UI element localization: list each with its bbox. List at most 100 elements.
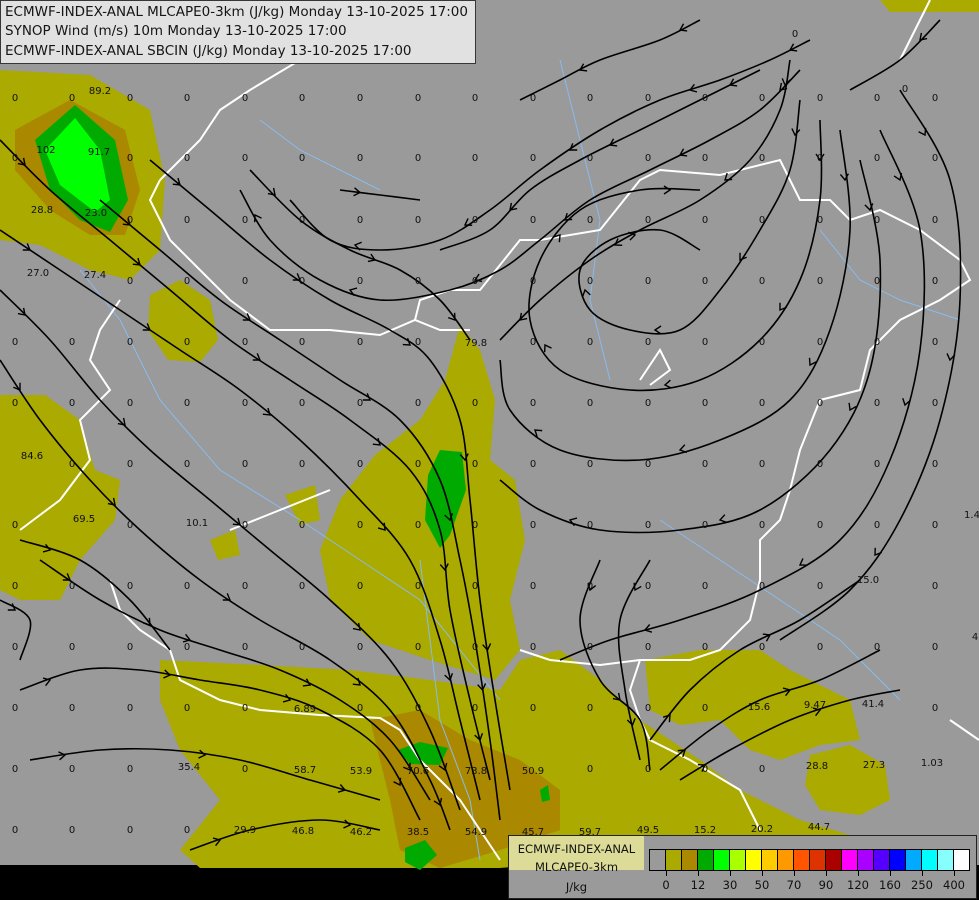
legend-swatch — [874, 850, 890, 870]
wind-arrow-icon — [718, 514, 728, 524]
cape-value: 27.4 — [84, 270, 106, 281]
wind-streamline — [29, 747, 381, 801]
grid-value: 0 — [587, 398, 593, 409]
wind-arrow-icon — [728, 78, 738, 87]
grid-value: 0 — [759, 153, 765, 164]
grid-value: 0 — [645, 153, 651, 164]
grid-value: 0 — [472, 581, 478, 592]
grid-value: 0 — [530, 215, 536, 226]
grid-value: 0 — [242, 459, 248, 470]
wind-arrow-icon — [367, 253, 377, 263]
cape-value: 15.0 — [857, 575, 879, 586]
grid-value: 0 — [759, 337, 765, 348]
legend-swatch — [650, 850, 666, 870]
wind-streamline — [528, 119, 823, 392]
cape-value: 84.6 — [21, 451, 43, 462]
grid-value: 0 — [242, 153, 248, 164]
cape-value: 91.7 — [88, 147, 110, 158]
grid-value: 0 — [299, 581, 305, 592]
wind-arrow-icon — [22, 243, 32, 251]
grid-value: 0 — [472, 153, 478, 164]
grid-value: 0 — [184, 642, 190, 653]
cape-area-small-2 — [210, 530, 240, 560]
cape-value: 15.2 — [694, 825, 716, 836]
grid-value: 0 — [530, 520, 536, 531]
grid-value: 0 — [415, 642, 421, 653]
grid-value: 0 — [932, 93, 938, 104]
grid-value: 0 — [12, 825, 18, 836]
grid-value: 0 — [299, 520, 305, 531]
grid-value: 0 — [357, 276, 363, 287]
wind-arrow-icon — [117, 417, 126, 426]
grid-value: 0 — [645, 337, 651, 348]
wind-arrow-icon — [626, 718, 636, 727]
legend-tick-label: 90 — [818, 878, 834, 892]
grid-value: 0 — [127, 642, 133, 653]
grid-value: 0 — [759, 581, 765, 592]
grid-value: 0 — [242, 581, 248, 592]
wind-streamline — [149, 159, 511, 791]
grid-value: 0 — [645, 581, 651, 592]
legend-swatch — [778, 850, 794, 870]
legend-swatch — [858, 850, 874, 870]
streamlines — [0, 19, 962, 851]
cape-value: 6.89 — [294, 704, 316, 715]
cape-area-central — [320, 325, 525, 680]
grid-value: 0 — [472, 703, 478, 714]
wind-arrow-icon — [808, 357, 817, 367]
legend-swatch — [714, 850, 730, 870]
grid-value: 0 — [242, 520, 248, 531]
grid-value: 0 — [12, 520, 18, 531]
cape-value: 58.7 — [294, 765, 316, 776]
cape-value: 50.9 — [522, 766, 544, 777]
grid-value: 0 — [702, 215, 708, 226]
grid-value: 0 — [415, 459, 421, 470]
wind-arrow-icon — [782, 687, 792, 697]
grid-value: 0 — [645, 520, 651, 531]
grid-value: 0 — [242, 215, 248, 226]
wind-arrow-icon — [444, 512, 454, 522]
wind-arrow-icon — [653, 325, 662, 335]
wind-arrow-icon — [17, 307, 26, 316]
wind-arrow-icon — [353, 241, 362, 251]
legend-swatch — [842, 850, 858, 870]
grid-value: 0 — [645, 459, 651, 470]
grid-value: 0 — [817, 276, 823, 287]
grid-value: 0 — [472, 520, 478, 531]
grid-value: 0 — [415, 215, 421, 226]
grid-value: 0 — [645, 703, 651, 714]
cape-value: 28.8 — [31, 205, 53, 216]
grid-value: 0 — [932, 215, 938, 226]
grid-value: 0 — [759, 764, 765, 775]
wind-arrow-icon — [182, 633, 192, 643]
grid-value: 0 — [12, 764, 18, 775]
wind-arrow-icon — [352, 677, 361, 686]
grid-value: 0 — [242, 398, 248, 409]
grid-value: 0 — [184, 703, 190, 714]
cape-area-northeast-corner — [880, 0, 979, 12]
legend-swatch — [682, 850, 698, 870]
grid-value: 0 — [12, 153, 18, 164]
grid-value: 0 — [472, 398, 478, 409]
wind-arrow-icon — [724, 172, 733, 181]
cape-area-west-blob — [148, 280, 218, 362]
wind-arrow-icon — [474, 732, 484, 742]
grid-value: 0 — [530, 153, 536, 164]
wind-arrow-icon — [463, 218, 473, 227]
wind-arrow-icon — [142, 323, 152, 331]
grid-value: 0 — [587, 459, 593, 470]
grid-value: 0 — [817, 93, 823, 104]
wind-arrow-icon — [163, 669, 172, 679]
wind-arrow-icon — [798, 558, 808, 566]
cape-value: 28.8 — [806, 761, 828, 772]
wind-arrow-icon — [874, 547, 882, 557]
legend-swatch — [938, 850, 954, 870]
cape-value: 54.9 — [465, 827, 487, 838]
wind-arrow-icon — [893, 172, 903, 182]
wind-arrow-icon — [779, 302, 787, 312]
wind-arrow-icon — [628, 231, 637, 241]
grid-value: 0 — [702, 703, 708, 714]
grid-value: 0 — [817, 520, 823, 531]
wind-streamline — [99, 199, 501, 821]
grid-value: 0 — [645, 398, 651, 409]
